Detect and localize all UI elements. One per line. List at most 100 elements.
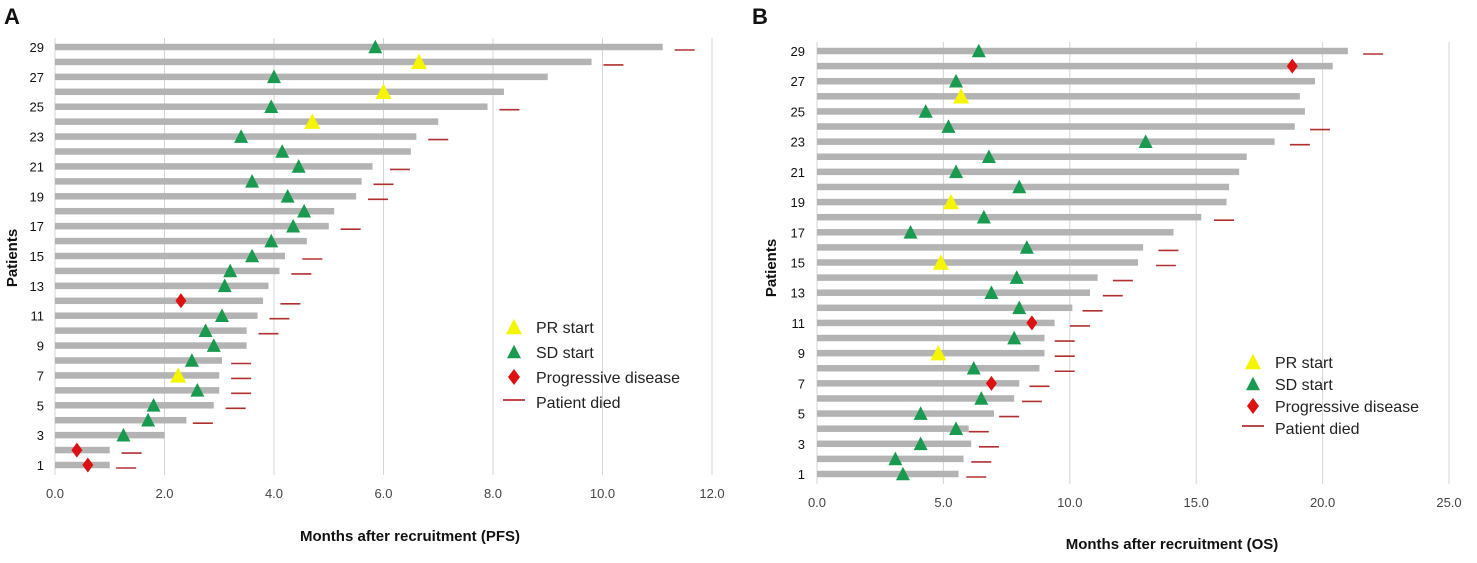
- pr-start-marker: [375, 83, 392, 99]
- y-tick-label: 13: [791, 286, 805, 301]
- y-axis-title-a: Patients: [4, 229, 21, 287]
- sd-start-marker: [981, 149, 996, 164]
- sd-start-marker: [184, 353, 199, 367]
- progressive-disease-marker: [82, 457, 94, 473]
- sd-start-marker: [190, 383, 205, 397]
- sd-start-marker: [264, 99, 279, 114]
- x-tick-label: 2.0: [155, 486, 173, 501]
- y-tick-label: 17: [791, 225, 805, 240]
- patient-bar: [817, 395, 1015, 402]
- patient-bar: [55, 133, 417, 140]
- progressive-disease-marker: [71, 442, 83, 458]
- y-tick-label: 23: [30, 130, 44, 145]
- x-tick-label: 20.0: [1310, 495, 1335, 510]
- x-tick-label: 10.0: [590, 486, 615, 501]
- sd-start-marker: [976, 209, 991, 224]
- sd-start-marker: [966, 360, 981, 375]
- patient-bar: [817, 229, 1174, 236]
- sd-start-marker: [1009, 270, 1024, 284]
- patient-bar: [817, 108, 1305, 115]
- pr-start-marker: [942, 193, 959, 210]
- patient-bar: [817, 334, 1045, 342]
- legend-pr-icon: [1245, 353, 1261, 370]
- y-tick-label: 7: [37, 368, 44, 383]
- sd-start-marker: [1019, 240, 1034, 254]
- patient-bar: [817, 168, 1240, 176]
- patient-bar: [55, 312, 258, 319]
- patient-bar: [55, 193, 357, 200]
- sd-start-marker: [267, 69, 281, 84]
- y-tick-label: 29: [791, 44, 805, 59]
- pr-start-marker: [411, 53, 428, 70]
- y-tick-label: 19: [30, 189, 44, 204]
- legend-pd-icon: [508, 369, 520, 385]
- sd-start-marker: [941, 119, 956, 133]
- y-tick-label: 11: [792, 316, 806, 331]
- y-tick-label: 5: [37, 398, 44, 413]
- x-tick-label: 12.0: [699, 486, 724, 501]
- sd-start-marker: [280, 188, 295, 203]
- y-tick-label: 3: [37, 428, 44, 443]
- patient-bar: [817, 77, 1316, 85]
- sd-start-marker: [206, 338, 221, 352]
- sd-start-marker: [217, 278, 232, 293]
- sd-start-marker: [116, 427, 131, 442]
- sd-start-marker: [286, 218, 301, 233]
- pr-start-marker: [170, 367, 187, 383]
- patient-bar: [55, 178, 362, 185]
- sd-start-marker: [949, 73, 964, 88]
- x-tick-label: 6.0: [374, 486, 392, 501]
- patient-bar: [817, 289, 1091, 296]
- y-tick-label: 25: [30, 100, 44, 115]
- sd-start-marker: [275, 144, 290, 158]
- progressive-disease-marker: [985, 375, 997, 391]
- sd-start-marker: [888, 451, 903, 466]
- patient-bar: [55, 237, 307, 245]
- patient-bar: [817, 259, 1139, 266]
- sd-start-marker: [918, 104, 933, 118]
- progressive-disease-marker: [1286, 58, 1298, 74]
- x-tick-label: 25.0: [1436, 495, 1461, 510]
- patient-bar: [55, 58, 592, 66]
- sd-start-marker: [913, 406, 928, 420]
- sd-start-marker: [971, 43, 986, 58]
- patient-bar: [55, 252, 285, 260]
- patient-bar: [55, 222, 329, 230]
- sd-start-marker: [949, 421, 964, 435]
- y-tick-label: 29: [30, 40, 44, 55]
- pr-start-marker: [304, 113, 321, 129]
- legend-label: Patient died: [1275, 421, 1360, 438]
- patient-bar: [817, 455, 964, 463]
- patient-bar: [817, 47, 1348, 55]
- x-axis-title-b: Months after recruitment (OS): [1066, 536, 1279, 553]
- patient-bar: [817, 410, 994, 417]
- panel-a-swimmer-plot: A 0.0 2.0 4.0 6.0 8.0 10.0 12.0 1 3 5 7 9 11 13 15 17 19…: [0, 0, 738, 558]
- patient-bar: [55, 342, 247, 349]
- y-tick-label: 25: [791, 104, 805, 119]
- x-axis-title-a: Months after recruitment (PFS): [300, 528, 520, 545]
- patient-bar: [817, 470, 959, 478]
- y-tick-label: 7: [798, 376, 805, 391]
- pr-start-marker: [953, 88, 970, 104]
- y-axis-title-b: Patients: [763, 239, 780, 297]
- patient-bar: [55, 431, 165, 439]
- sd-start-marker: [198, 323, 213, 337]
- y-tick-label: 1: [798, 467, 805, 482]
- x-tick-label: 10.0: [1057, 495, 1082, 510]
- chart-b-svg: B 0.0 5.0 10.0 15.0 20.0 25.01357911131517192…: [752, 4, 1462, 553]
- legend-label: Progressive disease: [536, 370, 680, 387]
- patient-bar: [817, 304, 1073, 312]
- sd-start-marker: [264, 233, 279, 248]
- patient-bar: [817, 365, 1040, 372]
- patient-bar: [817, 213, 1202, 221]
- sd-start-marker: [245, 174, 260, 188]
- patient-bar: [55, 282, 269, 290]
- x-tick-label: 15.0: [1184, 495, 1209, 510]
- panel-label-a: A: [4, 4, 20, 29]
- patient-bar: [817, 198, 1227, 206]
- sd-start-marker: [1007, 330, 1022, 345]
- y-tick-label: 15: [791, 256, 805, 271]
- legend-label: PR start: [1275, 355, 1333, 372]
- patient-bar: [817, 380, 1020, 387]
- patient-bar: [55, 267, 280, 275]
